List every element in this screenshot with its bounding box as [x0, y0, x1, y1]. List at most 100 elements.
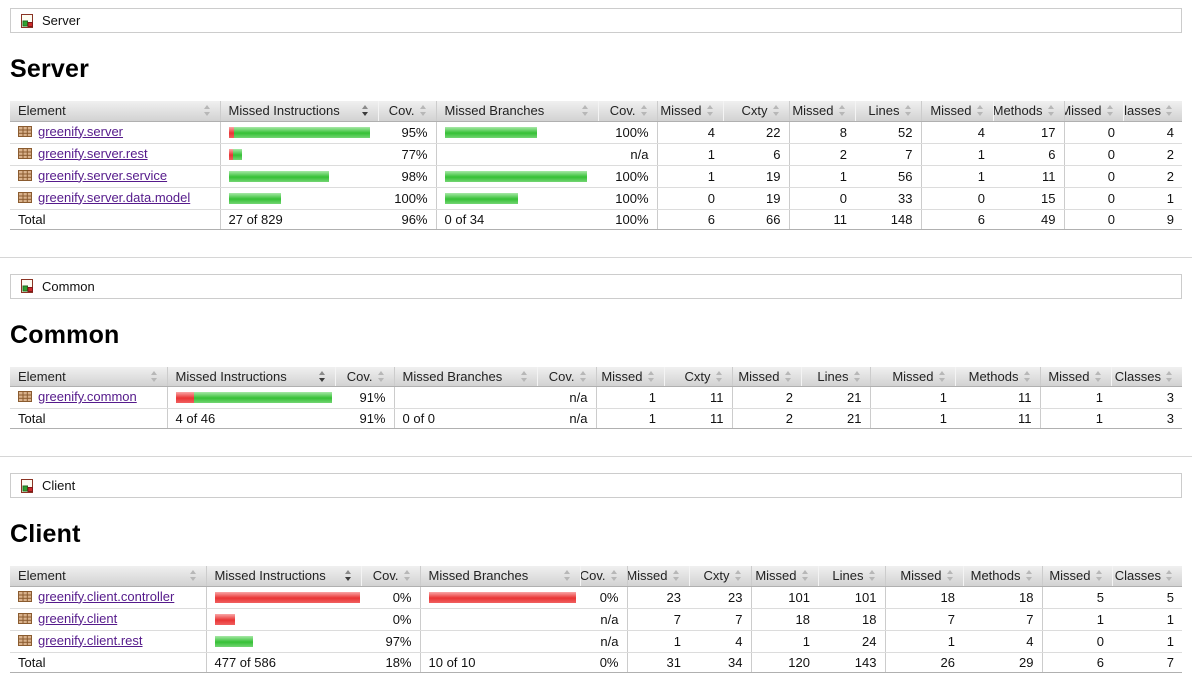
branches-bar-cell — [419, 608, 580, 631]
coverage-bar — [444, 170, 591, 182]
package-link[interactable]: greenify.client — [38, 610, 118, 626]
column-header-classes[interactable]: Classes — [1110, 366, 1182, 387]
column-header-cov[interactable]: Cov. — [579, 566, 627, 587]
column-header-methods[interactable]: Methods — [954, 366, 1040, 387]
column-header-missed[interactable]: Missed — [731, 366, 801, 387]
column-header-missed[interactable]: Missed — [884, 566, 963, 587]
covered-bar-segment — [444, 192, 518, 204]
coverage-bar — [214, 613, 354, 625]
coverage-table: Element Missed Instructions Cov. Missed Bra… — [10, 366, 1182, 429]
column-header-missed-branches[interactable]: Missed Branches — [419, 566, 580, 587]
table-cell: 1 — [1039, 386, 1111, 409]
table-cell: 17 — [993, 121, 1064, 144]
column-header-missed-branches[interactable]: Missed Branches — [393, 366, 537, 387]
table-cell: 1 — [920, 143, 993, 166]
table-cell: 21 — [801, 386, 870, 409]
column-header-label: Missed — [1048, 368, 1090, 384]
column-header-label: Cov. — [372, 568, 399, 584]
column-header-cov[interactable]: Cov. — [536, 366, 596, 387]
sort-icon — [772, 105, 781, 117]
column-header-cov[interactable]: Cov. — [334, 366, 394, 387]
column-header-label: Missed — [738, 368, 780, 384]
column-header-cxty[interactable]: Cxty — [688, 566, 751, 587]
column-header-methods[interactable]: Methods — [962, 566, 1042, 587]
table-cell: 23 — [689, 586, 751, 609]
column-header-missed[interactable]: Missed — [1063, 101, 1123, 122]
column-header-missed[interactable]: Missed — [656, 101, 723, 122]
total-cell: 9 — [1123, 209, 1182, 230]
sort-icon — [1165, 105, 1174, 117]
column-header-label: Missed Branches — [402, 368, 503, 384]
branches-coverage-cell: 0% — [580, 586, 627, 609]
total-cell: 1 — [1039, 408, 1111, 429]
section-divider — [0, 256, 1192, 258]
column-header-lines[interactable]: Lines — [817, 566, 885, 587]
column-header-missed-instructions[interactable]: Missed Instructions — [166, 366, 335, 387]
total-cell: 3 — [1111, 408, 1182, 429]
column-header-cov[interactable]: Cov. — [377, 101, 436, 122]
table-cell: 11 — [993, 165, 1064, 188]
sort-icon — [784, 370, 793, 382]
sort-icon — [150, 370, 159, 382]
column-header-missed[interactable]: Missed — [1039, 366, 1111, 387]
column-header-label: Missed — [1064, 103, 1102, 119]
missed-bar-segment — [214, 591, 360, 603]
column-header-lines[interactable]: Lines — [800, 366, 870, 387]
column-header-cxty[interactable]: Cxty — [722, 101, 789, 122]
column-header-missed[interactable]: Missed — [626, 566, 689, 587]
column-header-missed[interactable]: Missed — [595, 366, 664, 387]
column-header-missed-branches[interactable]: Missed Branches — [435, 101, 598, 122]
column-header-missed[interactable]: Missed — [920, 101, 993, 122]
column-header-missed-instructions[interactable]: Missed Instructions — [205, 566, 361, 587]
table-cell: 1 — [920, 165, 993, 188]
sort-icon — [801, 570, 810, 582]
package-link[interactable]: greenify.server.rest — [38, 145, 148, 161]
package-link[interactable]: greenify.common — [38, 389, 137, 404]
sort-icon — [189, 570, 198, 582]
missed-bar-segment — [228, 148, 233, 160]
column-header-missed[interactable]: Missed — [1041, 566, 1112, 587]
total-cell: 11 — [664, 408, 732, 429]
column-header-label: Missed — [601, 368, 643, 384]
package-link[interactable]: greenify.server — [38, 123, 124, 139]
column-header-methods[interactable]: Methods — [992, 101, 1064, 122]
column-header-label: Cxty — [684, 368, 711, 384]
column-header-label: Classes — [1114, 568, 1161, 584]
element-cell: greenify.client — [10, 608, 206, 631]
column-header-cxty[interactable]: Cxty — [663, 366, 732, 387]
column-header-label: Element — [18, 568, 66, 584]
element-cell: greenify.server.service — [10, 165, 220, 188]
package-link[interactable]: greenify.client.controller — [38, 588, 175, 604]
column-header-element[interactable]: Element — [10, 566, 206, 587]
table-cell: 4 — [656, 121, 723, 144]
table-row: greenify.client.controller 0% 0% 23 23 101 101… — [10, 586, 1182, 609]
package-link[interactable]: greenify.server.data.model — [38, 189, 191, 205]
total-cell: 148 — [855, 209, 921, 230]
column-header-missed[interactable]: Missed — [750, 566, 818, 587]
package-link[interactable]: greenify.client.rest — [38, 632, 143, 648]
report-section: Server Server Element Missed Instructions… — [10, 8, 1182, 230]
package-icon — [18, 634, 33, 650]
column-header-classes[interactable]: Classes — [1111, 566, 1182, 587]
column-header-lines[interactable]: Lines — [854, 101, 921, 122]
column-header-missed[interactable]: Missed — [869, 366, 955, 387]
table-cell: 4 — [1123, 121, 1182, 144]
total-branches-cell: 10 of 10 — [419, 652, 580, 673]
table-cell: 0 — [1063, 143, 1123, 166]
instructions-coverage-cell: 100% — [378, 187, 436, 210]
instructions-bar-cell — [205, 630, 361, 653]
sort-icon — [640, 105, 649, 117]
column-header-missed-instructions[interactable]: Missed Instructions — [219, 101, 378, 122]
total-cell: 7 — [1112, 652, 1182, 673]
coverage-bar — [444, 192, 591, 204]
header-row: Element Missed Instructions Cov. Missed Bra… — [10, 366, 1182, 387]
column-header-cov[interactable]: Cov. — [597, 101, 657, 122]
column-header-classes[interactable]: Classes — [1122, 101, 1182, 122]
package-link[interactable]: greenify.server.service — [38, 167, 168, 183]
column-header-cov[interactable]: Cov. — [360, 566, 420, 587]
total-cell: 29 — [963, 652, 1042, 673]
column-header-element[interactable]: Element — [10, 366, 167, 387]
column-header-element[interactable]: Element — [10, 101, 220, 122]
column-header-missed[interactable]: Missed — [788, 101, 855, 122]
table-cell: 1 — [626, 630, 689, 653]
